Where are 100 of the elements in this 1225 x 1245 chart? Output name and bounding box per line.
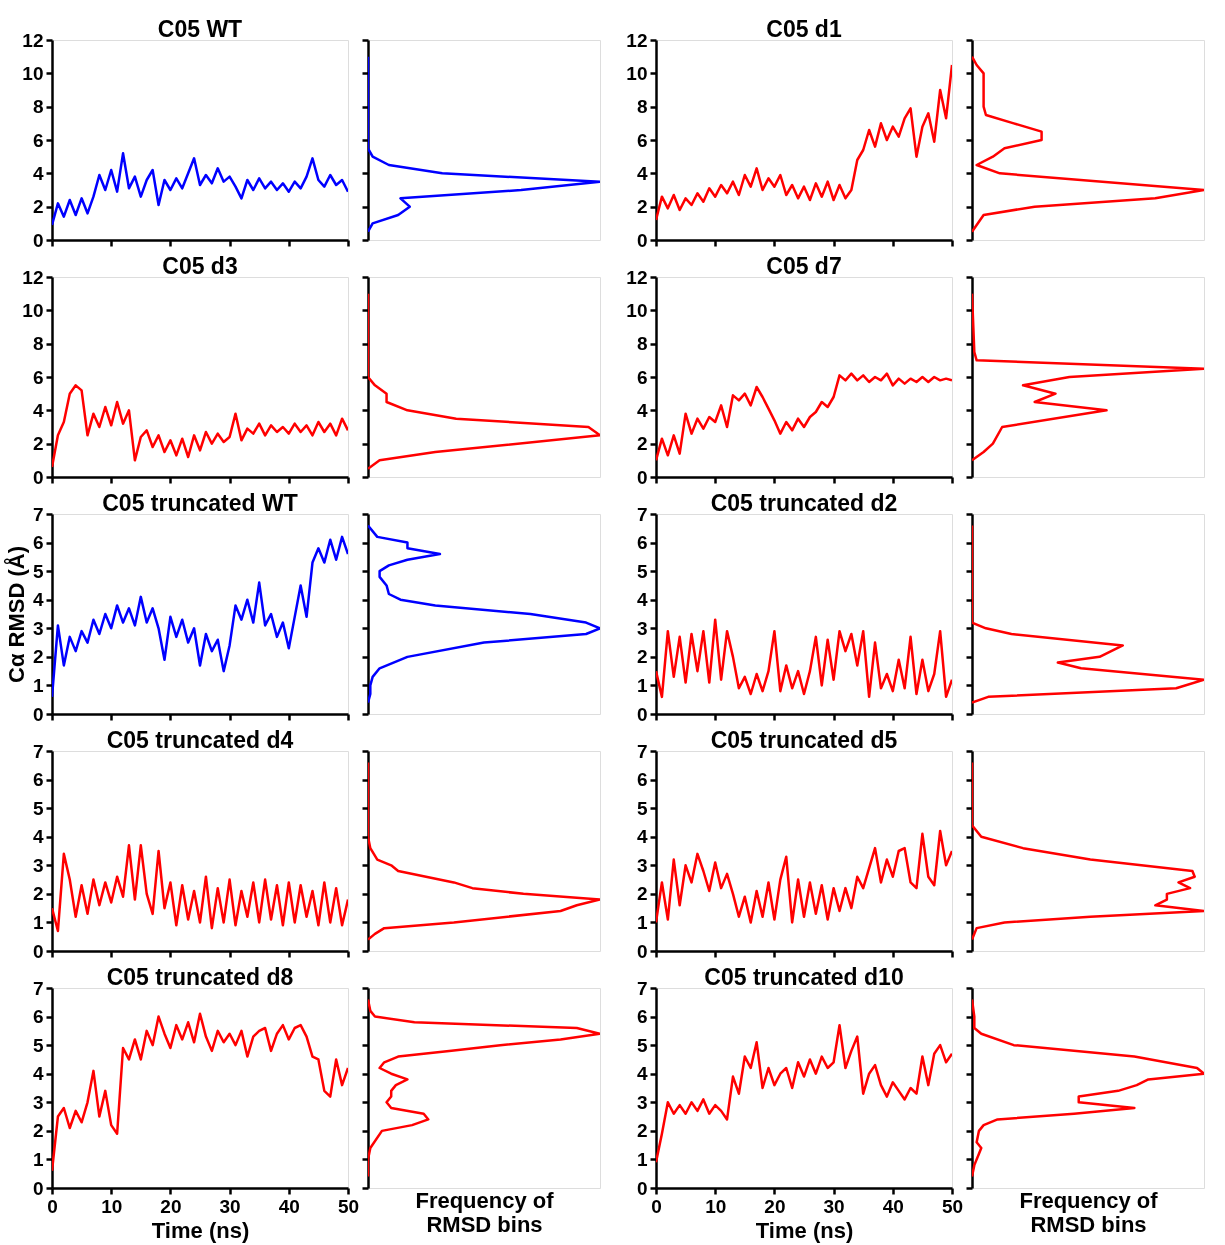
- y-tick-label: 1: [636, 911, 648, 933]
- y-tick-label: 12: [22, 29, 44, 51]
- y-tick-label: 4: [636, 826, 648, 848]
- y-tick-label: 5: [636, 797, 648, 819]
- y-tick-label: 0: [636, 229, 648, 251]
- y-tick-label: 12: [626, 266, 648, 288]
- y-tick-label: 0: [32, 703, 44, 725]
- x-tick-label: 30: [219, 1195, 241, 1217]
- line-series: [52, 844, 348, 933]
- y-tick-label: 3: [32, 854, 44, 876]
- chart-title: C05 truncated d10: [704, 964, 904, 990]
- y-tick-label: 12: [626, 29, 648, 51]
- y-tick-label: 0: [32, 940, 44, 962]
- y-tick-label: 1: [32, 1148, 44, 1170]
- y-axis-title: Cα RMSD (Å): [2, 546, 29, 683]
- y-tick-label: 6: [636, 769, 648, 791]
- y-tick-label: 5: [636, 560, 648, 582]
- y-tick-label: 6: [32, 1006, 44, 1028]
- y-tick-label: 8: [636, 333, 648, 355]
- line-series: [656, 1023, 952, 1164]
- y-tick-label: 8: [636, 96, 648, 118]
- x-tick-label: 20: [160, 1195, 182, 1217]
- x-tick-label: 0: [47, 1195, 58, 1217]
- y-tick-label: 2: [32, 196, 44, 218]
- y-tick-label: 10: [22, 62, 44, 84]
- y-tick-label: 2: [636, 196, 648, 218]
- chart-title: C05 truncated d4: [106, 727, 294, 753]
- chart-title: C05 truncated d2: [710, 490, 898, 516]
- y-tick-label: 7: [636, 977, 648, 999]
- y-tick-label: 2: [32, 883, 44, 905]
- y-tick-label: 4: [636, 1063, 648, 1085]
- y-tick-label: 6: [636, 1006, 648, 1028]
- y-tick-label: 1: [32, 674, 44, 696]
- y-tick-label: 8: [32, 96, 44, 118]
- y-tick-label: 6: [32, 366, 44, 388]
- x-tick-label: 40: [882, 1195, 904, 1217]
- y-tick-label: 12: [22, 266, 44, 288]
- line-series: [656, 829, 952, 924]
- line-series: [656, 372, 952, 462]
- y-tick-label: 10: [626, 62, 648, 84]
- y-tick-label: 7: [32, 977, 44, 999]
- y-tick-label: 3: [32, 1091, 44, 1113]
- y-tick-label: 10: [22, 299, 44, 321]
- y-tick-label: 6: [32, 532, 44, 554]
- x-axis-title: Time (ns): [151, 1217, 250, 1243]
- line-series: [656, 618, 952, 699]
- x-tick-label: 50: [337, 1195, 360, 1217]
- x-tick-label: 0: [651, 1195, 662, 1217]
- y-tick-label: 7: [636, 740, 648, 762]
- x-tick-label: 10: [705, 1195, 727, 1217]
- y-tick-label: 7: [636, 503, 648, 525]
- y-tick-label: 6: [32, 129, 44, 151]
- y-tick-label: 2: [636, 883, 648, 905]
- y-tick-label: 8: [32, 333, 44, 355]
- y-tick-label: 1: [636, 1148, 648, 1170]
- x-tick-label: 10: [101, 1195, 123, 1217]
- y-tick-label: 4: [636, 589, 648, 611]
- y-tick-label: 1: [636, 674, 648, 696]
- chart-title: C05 d3: [162, 253, 238, 279]
- line-series: [52, 535, 348, 699]
- y-tick-label: 3: [636, 854, 648, 876]
- y-tick-label: 2: [636, 646, 648, 668]
- y-tick-label: 5: [32, 797, 44, 819]
- x-axis-title: Frequency of RMSD bins: [1019, 1187, 1159, 1237]
- y-tick-label: 0: [636, 1177, 648, 1199]
- x-tick-label: 50: [941, 1195, 964, 1217]
- y-tick-label: 2: [32, 1120, 44, 1142]
- chart-title: C05 d7: [766, 253, 842, 279]
- y-tick-label: 7: [32, 503, 44, 525]
- line-series: [52, 384, 348, 469]
- y-tick-label: 2: [32, 646, 44, 668]
- line-series: [52, 1012, 348, 1173]
- line-series: [52, 152, 348, 227]
- y-tick-label: 4: [32, 826, 44, 848]
- y-tick-label: 7: [32, 740, 44, 762]
- y-tick-label: 0: [636, 940, 648, 962]
- x-tick-label: 30: [823, 1195, 845, 1217]
- y-tick-label: 6: [636, 366, 648, 388]
- y-tick-label: 4: [636, 162, 648, 184]
- y-tick-label: 3: [636, 1091, 648, 1113]
- y-tick-label: 0: [636, 703, 648, 725]
- chart-title: C05 d1: [766, 16, 842, 42]
- x-tick-label: 40: [278, 1195, 300, 1217]
- y-tick-label: 3: [636, 617, 648, 639]
- x-axis-title: Frequency of RMSD bins: [415, 1187, 555, 1237]
- x-tick-label: 20: [764, 1195, 786, 1217]
- y-tick-label: 5: [636, 1034, 648, 1056]
- y-tick-label: 2: [32, 433, 44, 455]
- y-tick-label: 0: [32, 466, 44, 488]
- y-tick-label: 1: [32, 911, 44, 933]
- x-axis-title: Time (ns): [755, 1217, 854, 1243]
- y-tick-label: 4: [32, 162, 44, 184]
- y-tick-label: 0: [32, 1177, 44, 1199]
- y-tick-label: 10: [626, 299, 648, 321]
- y-tick-label: 4: [32, 589, 44, 611]
- y-tick-label: 2: [636, 1120, 648, 1142]
- y-tick-label: 2: [636, 433, 648, 455]
- chart-title: C05 WT: [157, 16, 243, 42]
- y-tick-label: 0: [636, 466, 648, 488]
- chart-title: C05 truncated d8: [106, 964, 294, 990]
